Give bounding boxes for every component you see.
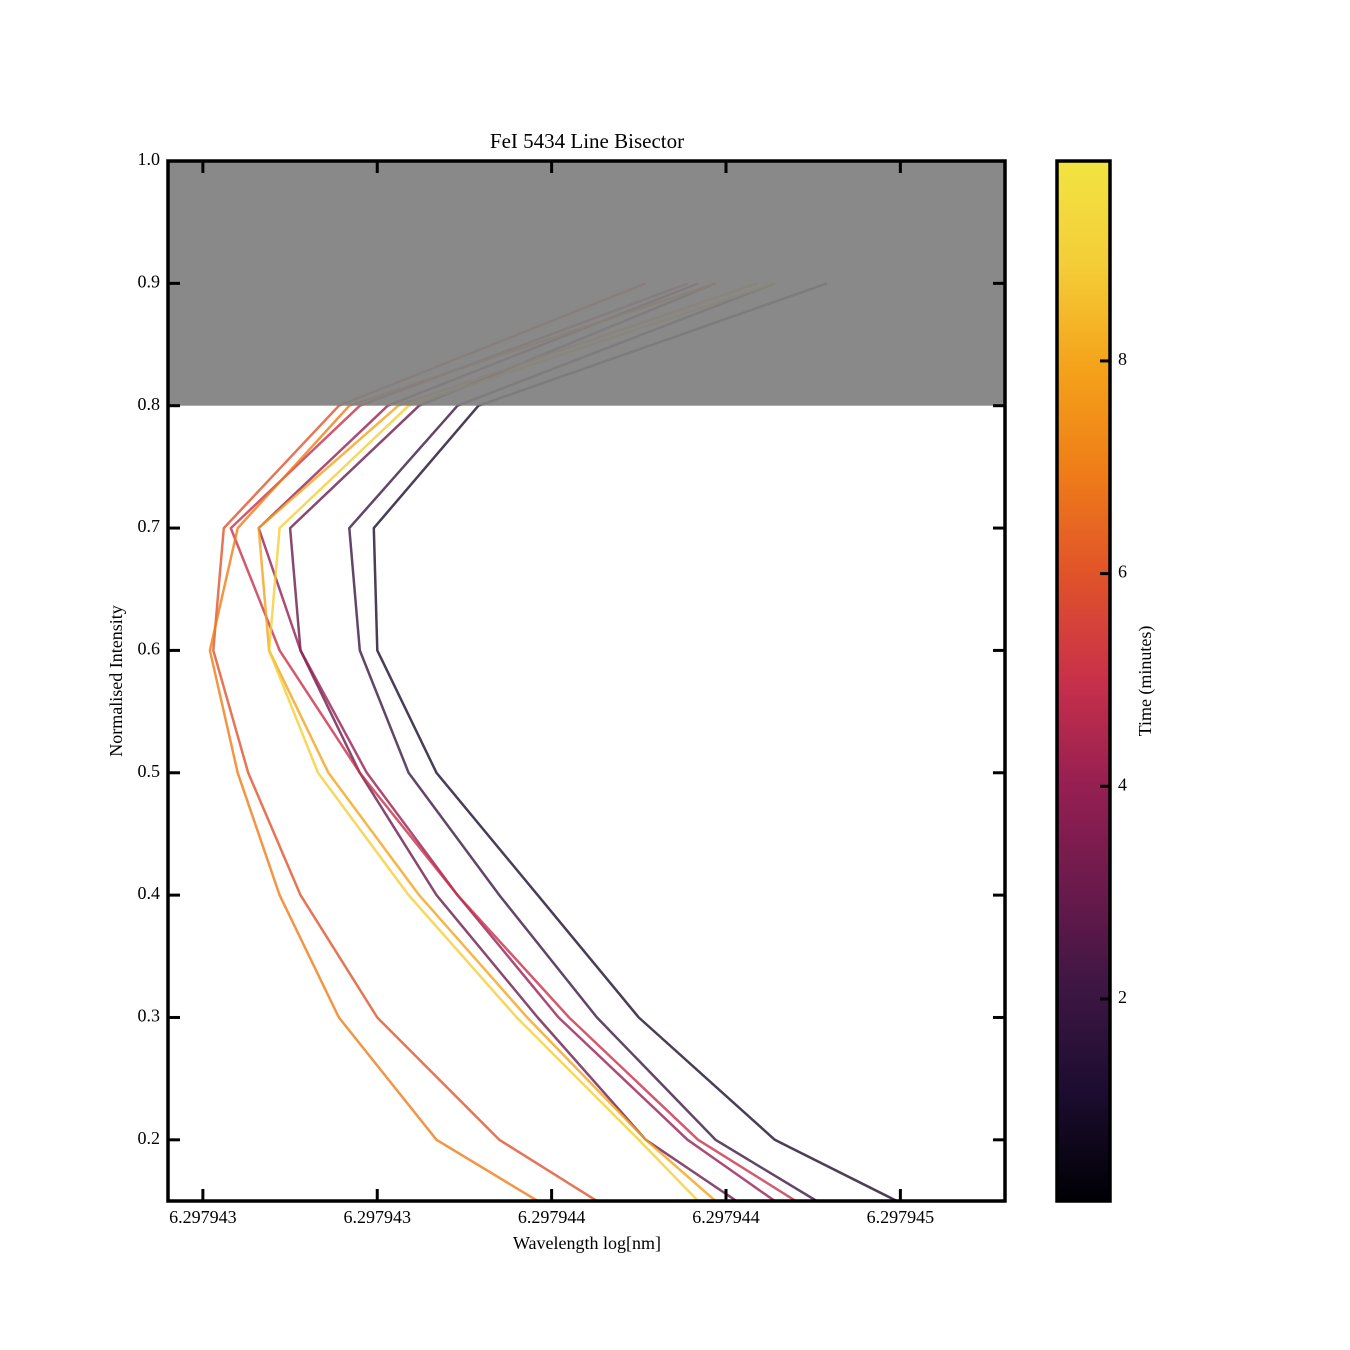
bisector-line [257, 282, 758, 1201]
y-tick-label: 0.4 [138, 883, 161, 903]
bisector-line [257, 282, 776, 1201]
bisector-line [212, 282, 647, 1201]
bisector-line [267, 282, 776, 1201]
colorbar [1055, 159, 1112, 1203]
plot-area [208, 282, 898, 1201]
x-tick-label: 6.297943 [344, 1207, 412, 1227]
x-tick-label: 6.297945 [867, 1207, 935, 1227]
bisector-line [229, 282, 797, 1201]
y-axis-label: Normalised Intensity [106, 605, 126, 756]
colorbar-tick-label: 8 [1118, 349, 1127, 369]
y-tick-label: 0.8 [138, 394, 161, 414]
y-tick-label: 0.9 [138, 271, 161, 291]
colorbar-tick-label: 6 [1118, 562, 1127, 582]
bisector-line [288, 282, 738, 1201]
colorbar-label: Time (minutes) [1135, 626, 1156, 737]
colorbar-tick-label: 2 [1118, 987, 1127, 1007]
y-tick-label: 0.6 [138, 639, 161, 659]
chart-title: FeI 5434 Line Bisector [490, 129, 684, 153]
y-tick-label: 0.7 [138, 516, 161, 536]
x-axis-label: Wavelength log[nm] [513, 1233, 661, 1253]
axes-frame [166, 159, 1007, 1203]
y-tick-label: 0.2 [138, 1128, 161, 1148]
x-tick-label: 6.297944 [692, 1207, 760, 1227]
y-tick-label: 0.3 [138, 1006, 161, 1026]
x-tick-label: 6.297943 [169, 1207, 237, 1227]
colorbar-tick-label: 4 [1118, 774, 1127, 794]
bisector-line [348, 282, 818, 1201]
shaded-region [168, 161, 1005, 406]
y-tick-label: 0.5 [138, 761, 161, 781]
x-tick-label: 6.297944 [518, 1207, 586, 1227]
y-tick-label: 1.0 [138, 149, 161, 169]
bisector-line [208, 282, 716, 1201]
bisector-line [372, 282, 898, 1201]
